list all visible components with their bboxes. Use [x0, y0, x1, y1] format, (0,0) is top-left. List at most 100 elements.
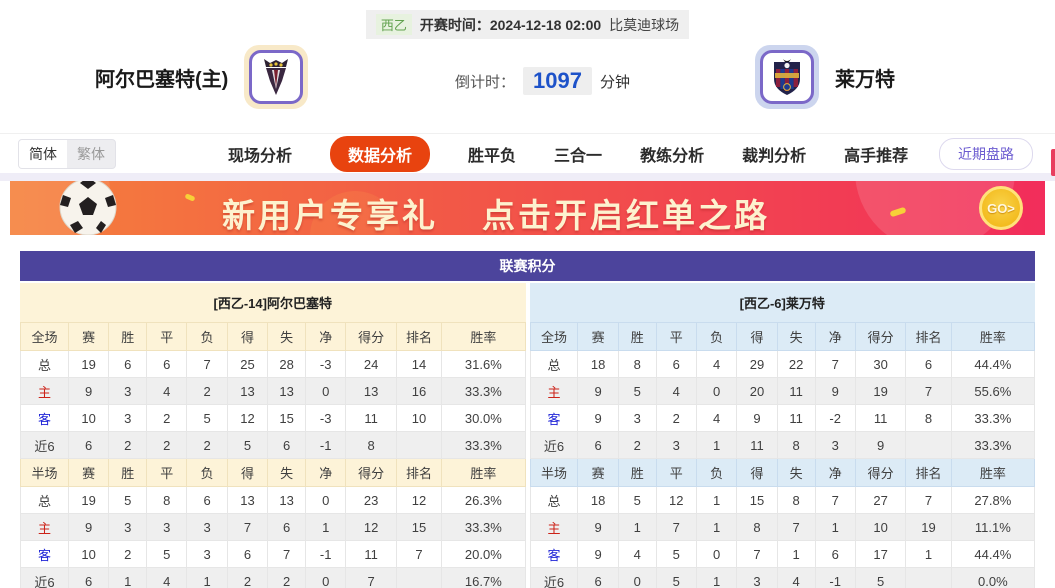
stat-column-header: 负 — [695, 322, 738, 351]
stat-cell: 7 — [655, 513, 697, 541]
stat-cell: 1 — [186, 567, 228, 588]
stat-cell: 3 — [186, 540, 228, 568]
stat-cell: 12 — [345, 513, 397, 541]
home-crest-icon — [264, 59, 289, 95]
stat-cell: 5 — [186, 404, 228, 432]
stat-cell: 7 — [267, 540, 307, 568]
promo-banner[interactable]: 新用户专享礼 点击开启红单之路 GO> — [10, 181, 1045, 235]
scope-header: 半场 — [529, 458, 579, 487]
row-label: 近6 — [529, 431, 579, 459]
stat-cell — [905, 567, 952, 588]
stat-column-header: 得 — [226, 322, 269, 351]
lang-simplified-button[interactable]: 简体 — [19, 139, 67, 168]
stat-cell: 33.3% — [441, 513, 526, 541]
stat-cell: 2 — [267, 567, 307, 588]
stat-column-header: 得分 — [854, 458, 907, 487]
table-row: 客 9 3 2 4 9 11 -2 11 8 33.3% — [529, 404, 1036, 432]
recent-trends-button[interactable]: 近期盘路 — [939, 137, 1033, 170]
stat-cell: 28 — [267, 350, 307, 378]
stat-cell: 19 — [854, 377, 907, 405]
stat-cell: 18 — [577, 486, 619, 514]
stat-cell: 3 — [655, 431, 697, 459]
stat-cell: 5 — [655, 540, 697, 568]
stat-cell: 11 — [854, 404, 907, 432]
stat-column-header: 得 — [226, 458, 269, 487]
table-row: 主 9 5 4 0 20 11 9 19 7 55.6% — [529, 377, 1036, 405]
tab-coach-analysis[interactable]: 教练分析 — [640, 147, 705, 165]
stat-cell: 12 — [226, 404, 269, 432]
table-row: 总 18 8 6 4 29 22 7 30 6 44.4% — [529, 350, 1036, 378]
stat-cell: 11 — [345, 404, 397, 432]
away-team-logo — [755, 45, 819, 109]
stat-column-header: 胜 — [108, 322, 148, 351]
row-label: 主 — [20, 513, 69, 541]
tab-win-draw-lose[interactable]: 胜平负 — [468, 147, 517, 165]
stat-cell: 6 — [67, 567, 110, 588]
table-row: 总 18 5 12 1 15 8 7 27 7 27.8% — [529, 486, 1036, 514]
stat-column-header: 赛 — [67, 322, 110, 351]
table-row: 总 19 5 8 6 13 13 0 23 12 26.3% — [20, 486, 526, 514]
stat-column-header: 平 — [655, 458, 697, 487]
banner-title: 新用户专享礼 — [222, 197, 438, 234]
stat-cell: 6 — [577, 567, 619, 588]
stat-cell: 1 — [695, 486, 738, 514]
stat-cell: 2 — [617, 431, 657, 459]
stat-column-header: 胜 — [108, 458, 148, 487]
tab-referee-analysis[interactable]: 裁判分析 — [742, 147, 807, 165]
stat-column-header: 得分 — [345, 322, 397, 351]
stat-cell: 4 — [146, 377, 188, 405]
stat-cell: 8 — [345, 431, 397, 459]
stat-cell: 0 — [305, 377, 347, 405]
lang-traditional-button[interactable]: 繁体 — [77, 145, 105, 162]
stat-cell: 9 — [814, 377, 856, 405]
row-label: 近6 — [20, 431, 69, 459]
nav-divider — [0, 173, 1055, 181]
countdown: 倒计时： 1097 分钟 — [455, 67, 630, 95]
stat-cell: 12 — [655, 486, 697, 514]
stat-cell: 0 — [695, 377, 738, 405]
stat-cell: 19 — [67, 486, 110, 514]
stat-cell: 8 — [776, 486, 816, 514]
stat-cell: 16.7% — [441, 567, 526, 588]
tab-expert-picks[interactable]: 高手推荐 — [844, 147, 909, 165]
stat-column-header: 负 — [186, 458, 228, 487]
banner-text: 新用户专享礼 点击开启红单之路 — [222, 189, 770, 235]
stat-cell: 8 — [617, 350, 657, 378]
stat-column-header: 负 — [186, 322, 228, 351]
tab-live-analysis[interactable]: 现场分析 — [228, 147, 293, 165]
stat-cell: 0 — [305, 567, 347, 588]
stat-cell: 1 — [695, 431, 738, 459]
stat-cell: 12 — [395, 486, 443, 514]
stat-cell: 5 — [854, 567, 907, 588]
stat-cell: 7 — [814, 350, 856, 378]
stat-cell: 1 — [695, 513, 738, 541]
stat-cell: 10 — [67, 540, 110, 568]
row-label: 主 — [529, 513, 579, 541]
stat-cell: 11 — [345, 540, 397, 568]
stat-cell: 10 — [854, 513, 907, 541]
row-label: 总 — [529, 486, 579, 514]
stat-cell: 2 — [655, 404, 697, 432]
stat-cell: 2 — [108, 540, 148, 568]
stat-cell: 9 — [577, 513, 619, 541]
stat-cell: 4 — [695, 404, 738, 432]
tab-data-analysis[interactable]: 数据分析 — [330, 135, 431, 172]
edge-widget — [1051, 149, 1055, 176]
stat-cell: 33.3% — [950, 431, 1036, 459]
go-button[interactable]: GO> — [979, 186, 1023, 230]
stat-cell: 29 — [736, 350, 778, 378]
table-row: 总 19 6 6 7 25 28 -3 24 14 31.6% — [20, 350, 526, 378]
stat-cell: 2 — [146, 431, 188, 459]
stat-cell: 7 — [905, 377, 952, 405]
stat-cell: 6 — [814, 540, 856, 568]
stat-cell: 7 — [905, 486, 952, 514]
away-stats-table: 全场赛胜平负得失净得分 排名 胜率总 18 8 6 4 29 22 7 30 6 44.4% 主 9 5 4 0 2… — [529, 322, 1036, 588]
stat-cell: 13 — [226, 377, 269, 405]
stat-column-header: 赛 — [577, 322, 619, 351]
tab-three-in-one[interactable]: 三合一 — [554, 147, 603, 165]
stat-cell — [905, 431, 952, 459]
kickoff-time: 开赛时间：2024-12-18 02:00 — [419, 16, 602, 33]
stat-cell: 11 — [776, 404, 816, 432]
table-row: 主 9 3 3 3 7 6 1 12 15 33.3% — [20, 513, 526, 541]
table-row: 主 9 1 7 1 8 7 1 10 19 11.1% — [529, 513, 1036, 541]
